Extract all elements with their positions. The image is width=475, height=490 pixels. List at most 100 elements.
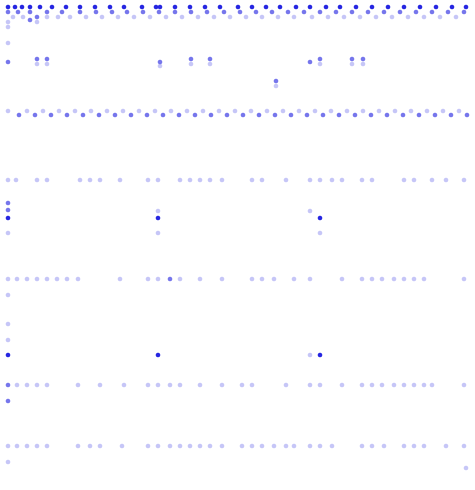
data-point <box>369 177 375 183</box>
data-point <box>5 398 11 404</box>
data-point <box>263 4 269 10</box>
data-point <box>317 382 323 388</box>
data-point <box>239 443 245 449</box>
data-point <box>384 112 390 118</box>
data-point <box>379 382 385 388</box>
data-point <box>219 177 225 183</box>
data-point <box>329 443 335 449</box>
data-point <box>121 4 127 10</box>
data-point <box>307 208 313 214</box>
data-point <box>271 276 277 282</box>
data-point <box>163 14 169 20</box>
data-point <box>188 9 194 15</box>
data-point <box>461 382 467 388</box>
data-point <box>464 112 470 118</box>
data-point <box>197 443 203 449</box>
data-point <box>307 177 313 183</box>
data-point <box>197 382 203 388</box>
data-point <box>152 108 158 114</box>
data-point <box>5 200 11 206</box>
data-point <box>421 276 427 282</box>
data-point <box>5 321 11 327</box>
data-point <box>131 14 137 20</box>
data-point <box>99 14 105 20</box>
data-points <box>5 4 470 471</box>
data-point <box>283 443 289 449</box>
data-point <box>145 276 151 282</box>
data-point <box>416 112 422 118</box>
data-point <box>283 382 289 388</box>
data-point <box>461 177 467 183</box>
data-point <box>119 443 125 449</box>
data-point <box>288 112 294 118</box>
data-point <box>376 108 382 114</box>
data-point <box>273 78 279 84</box>
data-point <box>273 83 279 89</box>
data-point <box>155 276 161 282</box>
data-point <box>147 14 153 20</box>
data-point <box>44 443 50 449</box>
data-point <box>32 112 38 118</box>
data-point <box>401 4 407 10</box>
data-point <box>320 112 326 118</box>
data-point <box>240 112 246 118</box>
data-point <box>197 276 203 282</box>
data-point <box>339 382 345 388</box>
data-point <box>249 276 255 282</box>
data-point <box>34 14 40 20</box>
data-point <box>160 112 166 118</box>
data-point <box>301 9 307 15</box>
data-point <box>232 108 238 114</box>
data-point <box>437 14 443 20</box>
data-point <box>34 19 40 25</box>
data-point <box>272 112 278 118</box>
data-point <box>421 382 427 388</box>
data-point <box>139 4 145 10</box>
data-point <box>317 215 323 221</box>
data-point <box>157 59 163 65</box>
data-point <box>307 276 313 282</box>
data-point <box>5 459 11 465</box>
data-point <box>365 9 371 15</box>
data-point <box>401 276 407 282</box>
data-point <box>219 382 225 388</box>
data-point <box>239 382 245 388</box>
data-point <box>200 108 206 114</box>
data-point <box>177 382 183 388</box>
data-point <box>445 9 451 15</box>
data-point <box>339 177 345 183</box>
data-point <box>344 108 350 114</box>
data-point <box>172 9 178 15</box>
data-point <box>275 14 281 20</box>
data-point <box>24 108 30 114</box>
data-point <box>352 112 358 118</box>
data-point <box>369 382 375 388</box>
data-point <box>317 9 323 15</box>
data-point <box>112 112 118 118</box>
data-point <box>204 9 210 15</box>
data-point <box>5 24 11 30</box>
data-point <box>145 177 151 183</box>
data-point <box>359 382 365 388</box>
data-point <box>72 108 78 114</box>
data-point <box>433 4 439 10</box>
data-point <box>157 63 163 69</box>
data-point <box>219 443 225 449</box>
data-point <box>27 17 33 23</box>
data-point <box>77 9 83 15</box>
data-point <box>14 443 20 449</box>
data-point <box>337 4 343 10</box>
data-point <box>304 112 310 118</box>
data-point <box>307 59 313 65</box>
data-point <box>109 9 115 15</box>
data-point <box>20 14 26 20</box>
data-point <box>207 61 213 67</box>
data-point <box>400 112 406 118</box>
data-point <box>15 9 21 15</box>
data-point <box>405 14 411 20</box>
data-point <box>221 9 227 15</box>
data-point <box>317 177 323 183</box>
data-point <box>93 9 99 15</box>
data-point <box>80 112 86 118</box>
data-point <box>115 14 121 20</box>
